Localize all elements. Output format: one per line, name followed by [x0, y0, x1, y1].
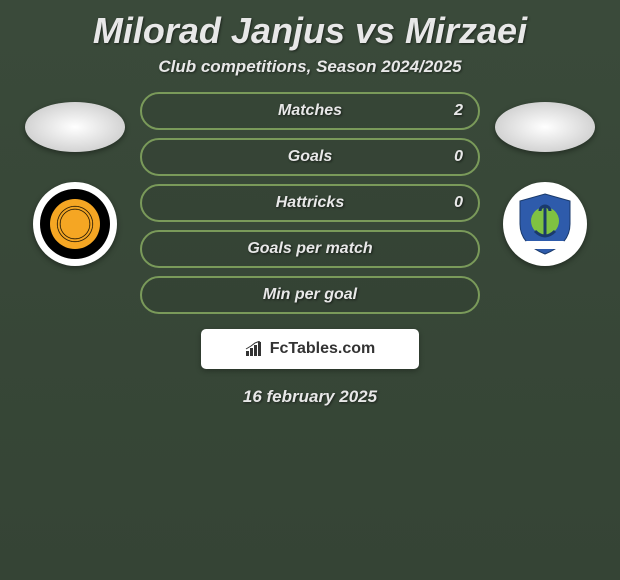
- stat-row-goals-per-match: Goals per match: [140, 230, 480, 268]
- stat-row-goals: Goals 0: [140, 138, 480, 176]
- stat-label: Hattricks: [276, 194, 344, 212]
- main-area: Matches 2 Goals 0 Hattricks 0 Goals per …: [0, 92, 620, 314]
- stat-label: Min per goal: [263, 286, 357, 304]
- stat-row-min-per-goal: Min per goal: [140, 276, 480, 314]
- stat-right-value: 0: [454, 194, 463, 212]
- stat-right-value: 2: [454, 102, 463, 120]
- team-left-logo-core: [50, 199, 100, 249]
- stat-right-value: 0: [454, 148, 463, 166]
- subtitle: Club competitions, Season 2024/2025: [0, 57, 620, 92]
- player-left-avatar: [25, 102, 125, 152]
- team-left-logo-inner: [40, 189, 110, 259]
- player-right-column: [495, 92, 595, 266]
- page-title: Milorad Janjus vs Mirzaei: [0, 0, 620, 57]
- stat-row-matches: Matches 2: [140, 92, 480, 130]
- stat-label: Matches: [278, 102, 342, 120]
- chart-icon: [245, 341, 265, 357]
- stat-row-hattricks: Hattricks 0: [140, 184, 480, 222]
- stat-label: Goals: [288, 148, 332, 166]
- stat-label: Goals per match: [247, 240, 372, 258]
- team-right-logo: [503, 182, 587, 266]
- comparison-card: Milorad Janjus vs Mirzaei Club competiti…: [0, 0, 620, 407]
- anchor-shield-icon: [510, 189, 580, 259]
- brand-badge[interactable]: FcTables.com: [201, 329, 419, 369]
- team-left-logo: [33, 182, 117, 266]
- brand-text: FcTables.com: [270, 340, 376, 358]
- player-left-column: [25, 92, 125, 266]
- player-right-avatar: [495, 102, 595, 152]
- date-line: 16 february 2025: [0, 387, 620, 407]
- stats-column: Matches 2 Goals 0 Hattricks 0 Goals per …: [140, 92, 480, 314]
